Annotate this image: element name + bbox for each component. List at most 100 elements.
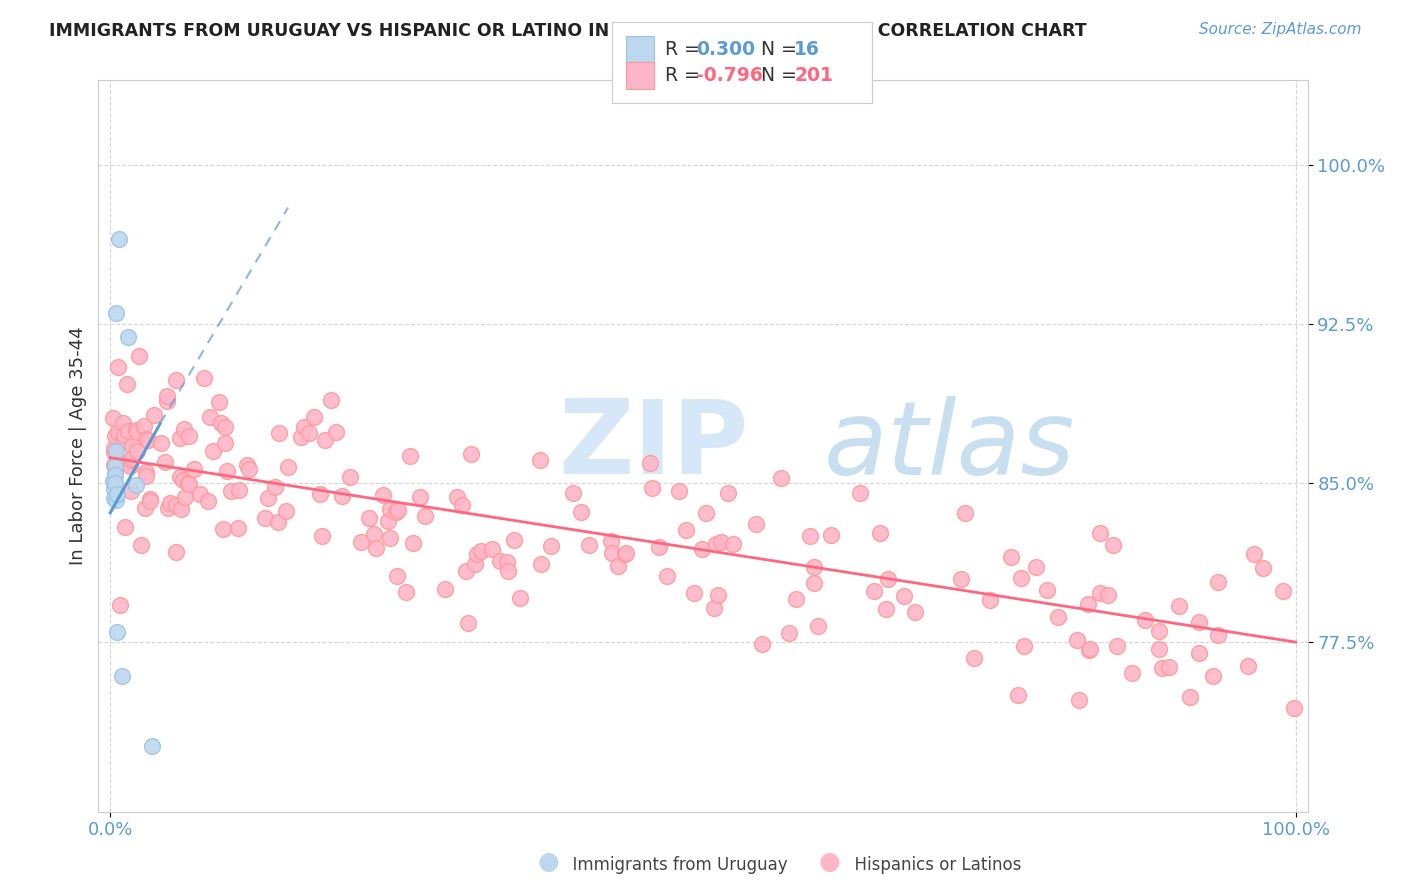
Point bbox=[177, 477, 200, 491]
Point bbox=[657, 569, 679, 583]
Point bbox=[357, 511, 380, 525]
Point bbox=[1047, 610, 1070, 624]
Point bbox=[529, 452, 551, 467]
Point bbox=[314, 433, 336, 447]
Point bbox=[387, 502, 409, 516]
Point bbox=[1202, 669, 1225, 683]
Point bbox=[1206, 574, 1229, 589]
Point bbox=[267, 425, 290, 440]
Point bbox=[1147, 642, 1170, 657]
Point bbox=[114, 427, 136, 442]
Point bbox=[433, 582, 456, 596]
Point bbox=[1066, 633, 1088, 648]
Point bbox=[103, 458, 125, 472]
Point bbox=[385, 569, 408, 583]
Text: Hispanics or Latinos: Hispanics or Latinos bbox=[844, 856, 1021, 874]
Point bbox=[219, 484, 242, 499]
Point bbox=[1167, 599, 1189, 613]
Point bbox=[1157, 659, 1180, 673]
Point bbox=[183, 462, 205, 476]
Point bbox=[125, 478, 148, 492]
Point bbox=[150, 436, 173, 450]
Point bbox=[380, 502, 402, 516]
Point bbox=[703, 600, 725, 615]
Point bbox=[264, 480, 287, 494]
Text: N =: N = bbox=[761, 39, 803, 59]
Point bbox=[710, 535, 733, 549]
Point bbox=[309, 487, 332, 501]
Point bbox=[785, 592, 807, 607]
Point bbox=[496, 556, 519, 570]
Point bbox=[165, 545, 187, 559]
Point bbox=[125, 423, 148, 437]
Point bbox=[1133, 613, 1156, 627]
Point bbox=[1007, 688, 1029, 702]
Text: IMMIGRANTS FROM URUGUAY VS HISPANIC OR LATINO IN LABOR FORCE | AGE 35-44 CORRELA: IMMIGRANTS FROM URUGUAY VS HISPANIC OR L… bbox=[49, 22, 1087, 40]
Point bbox=[170, 502, 193, 516]
Point bbox=[457, 615, 479, 630]
Point bbox=[155, 455, 177, 469]
Point bbox=[103, 441, 125, 455]
Point bbox=[117, 330, 139, 344]
Point bbox=[104, 459, 127, 474]
Point bbox=[311, 529, 333, 543]
Text: atlas: atlas bbox=[824, 396, 1076, 496]
Point bbox=[578, 537, 600, 551]
Point bbox=[744, 517, 766, 532]
Point bbox=[135, 432, 157, 446]
Point bbox=[1282, 701, 1305, 715]
Point bbox=[292, 420, 315, 434]
Point bbox=[120, 483, 142, 498]
Point bbox=[169, 431, 191, 445]
Text: 0.300: 0.300 bbox=[696, 39, 755, 59]
Point bbox=[238, 462, 260, 476]
Point bbox=[723, 536, 745, 550]
Point bbox=[177, 476, 200, 491]
Point bbox=[1088, 585, 1111, 599]
Point bbox=[129, 538, 152, 552]
Point bbox=[869, 526, 891, 541]
Point bbox=[121, 451, 143, 466]
Point bbox=[1097, 588, 1119, 602]
Point bbox=[104, 467, 127, 482]
Point bbox=[446, 491, 468, 505]
Point bbox=[904, 605, 927, 619]
Point bbox=[963, 650, 986, 665]
Point bbox=[561, 486, 583, 500]
Point bbox=[600, 534, 623, 549]
Point bbox=[409, 490, 432, 504]
Point bbox=[134, 500, 156, 515]
Point bbox=[384, 505, 406, 519]
Point bbox=[214, 419, 236, 434]
Point bbox=[228, 483, 250, 497]
Point bbox=[1271, 584, 1294, 599]
Point bbox=[803, 559, 825, 574]
Point bbox=[103, 445, 125, 459]
Point bbox=[675, 523, 697, 537]
Point bbox=[107, 359, 129, 374]
Point bbox=[600, 546, 623, 560]
Point bbox=[193, 371, 215, 385]
Point bbox=[503, 533, 526, 548]
Point bbox=[488, 554, 510, 568]
Point bbox=[274, 504, 297, 518]
Point bbox=[364, 541, 387, 555]
Text: 201: 201 bbox=[794, 66, 834, 86]
Point bbox=[849, 486, 872, 500]
Point bbox=[101, 474, 124, 488]
Point bbox=[159, 496, 181, 510]
Point bbox=[682, 586, 704, 600]
Point bbox=[648, 540, 671, 554]
Text: ZIP: ZIP bbox=[558, 395, 748, 497]
Point bbox=[371, 487, 394, 501]
Point bbox=[172, 473, 194, 487]
Point bbox=[173, 422, 195, 436]
Point bbox=[105, 444, 128, 458]
Point bbox=[641, 481, 664, 495]
Point bbox=[136, 433, 159, 447]
Point bbox=[118, 459, 141, 474]
Point bbox=[638, 456, 661, 470]
Point bbox=[1025, 560, 1047, 574]
Point bbox=[613, 547, 636, 561]
Point bbox=[212, 522, 235, 536]
